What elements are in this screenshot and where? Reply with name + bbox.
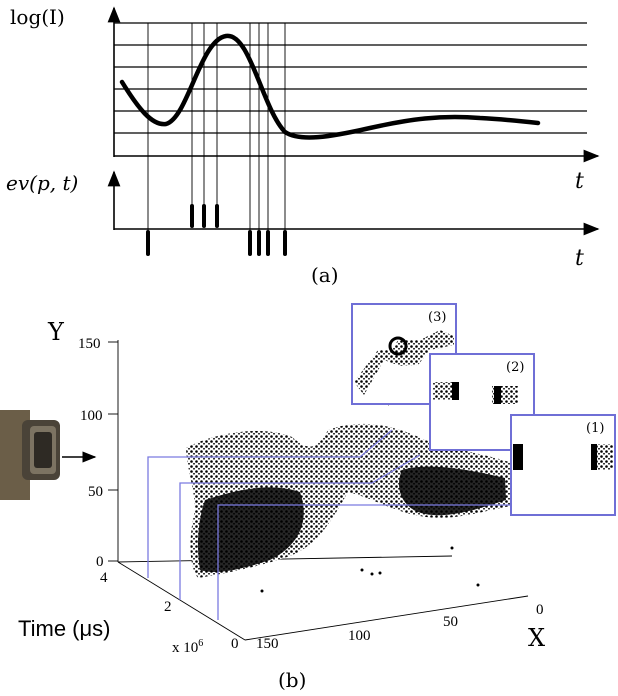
log-intensity-curve [119,33,541,140]
time-axis-label: Time (μs) [18,616,111,641]
event-spikes [146,204,287,256]
event-camera [0,410,97,500]
inset-frame-1: (1) [510,414,616,516]
caption-a: (a) [311,263,339,287]
y-tick-50: 50 [88,484,103,500]
panel-b: (3) (2) (1) Y 150 100 50 0 4 2 0 Time (μ… [0,303,616,692]
x-tick-50: 50 [443,614,458,630]
x-tick-0: 0 [536,602,544,618]
log-intensity-threshold-levels [114,22,587,134]
inset-label-2: (2) [506,360,524,375]
inset-frame-2: (2) [429,353,535,451]
inset-label-1: (1) [586,421,604,436]
y-tick-150: 150 [78,336,101,352]
time-tick-0: 0 [231,636,239,652]
time-tick-2: 2 [164,599,172,615]
y-tick-0: 0 [96,554,104,570]
time-multiplier: x 106 [172,638,203,656]
time-label-top: t [575,169,584,194]
x-tick-100: 100 [348,628,371,644]
x-tick-150: 150 [256,636,279,652]
y-tick-100: 100 [80,408,103,424]
log-intensity-label: log(I) [10,5,65,29]
caption-b: (b) [278,668,306,692]
panel-a: log(I) ev(p, t) t t (a) [6,5,600,287]
time-tick-4: 4 [100,570,108,586]
time-label-bottom: t [575,246,584,271]
plot-3d-axes [108,340,529,641]
x-axis-label: X [528,624,545,652]
frame-projection-lines [147,429,510,620]
y-axis-label: Y [47,318,65,346]
event-point-cloud [186,423,512,593]
inset-label-3: (3) [428,310,446,325]
event-label: ev(p, t) [6,171,78,195]
